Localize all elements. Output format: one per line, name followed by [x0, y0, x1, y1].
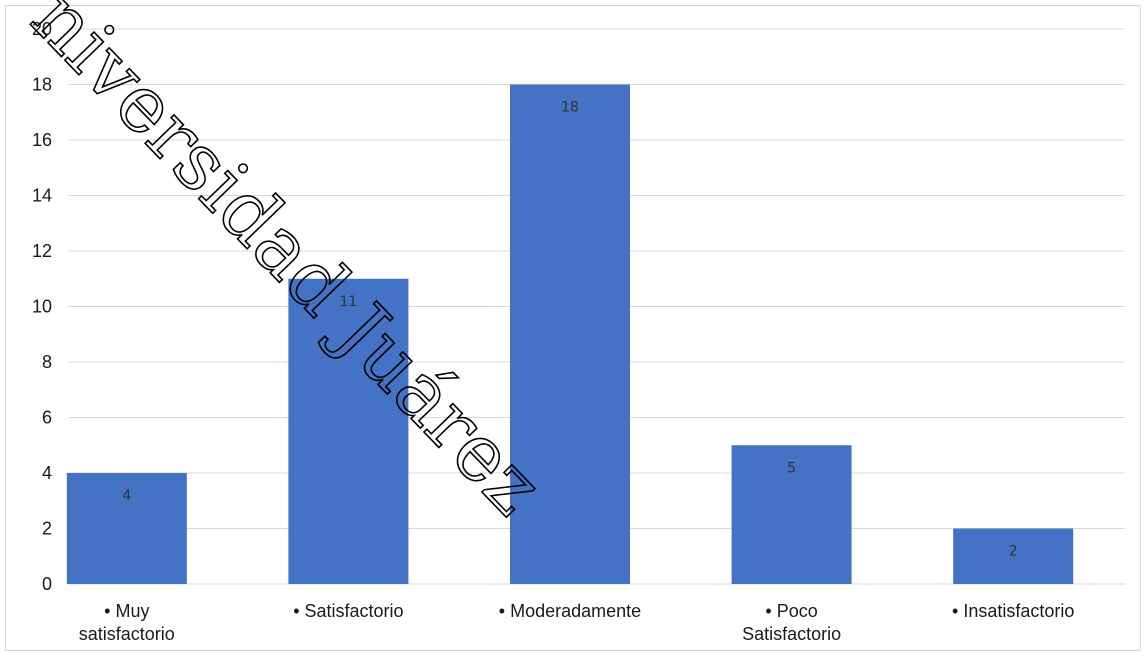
data-label: 18 [561, 100, 579, 116]
x-tick-label: • Insatisfactorio [952, 601, 1074, 621]
bar [953, 528, 1074, 584]
y-tick-label: 16 [32, 130, 52, 150]
y-tick-label: 2 [42, 519, 52, 539]
y-tick-label: 6 [42, 408, 52, 428]
bar [731, 445, 852, 584]
x-tick-label: • Poco [765, 601, 817, 621]
data-label: 11 [339, 294, 357, 310]
data-label: 5 [787, 460, 796, 476]
x-tick-label: • Satisfactorio [293, 601, 403, 621]
y-tick-label: 0 [42, 574, 52, 594]
y-tick-label: 14 [32, 186, 52, 206]
y-tick-label: 18 [32, 75, 52, 95]
watermark-text: niversidad Juárez [14, 0, 559, 533]
y-tick-label: 20 [32, 19, 52, 39]
bar [288, 278, 409, 584]
x-tick-label: • Muy [104, 601, 149, 621]
bars [66, 84, 1074, 584]
data-label: 2 [1009, 544, 1018, 560]
data-label: 4 [122, 488, 131, 504]
y-tick-label: 10 [32, 297, 52, 317]
x-tick-label: • Moderadamente [499, 601, 641, 621]
x-axis-labels: • Muy satisfactorio • Satisfactorio • Moder… [79, 601, 1075, 644]
bar [66, 473, 187, 584]
data-labels: 4 11 18 5 2 [122, 100, 1017, 560]
x-tick-label: Satisfactorio [742, 624, 841, 644]
y-axis-ticks: 0 2 4 6 8 10 12 14 16 18 20 [32, 19, 52, 594]
y-tick-label: 4 [42, 463, 52, 483]
y-tick-label: 8 [42, 352, 52, 372]
x-tick-label: satisfactorio [79, 624, 175, 644]
bar [510, 84, 630, 584]
y-tick-label: 12 [32, 241, 52, 261]
